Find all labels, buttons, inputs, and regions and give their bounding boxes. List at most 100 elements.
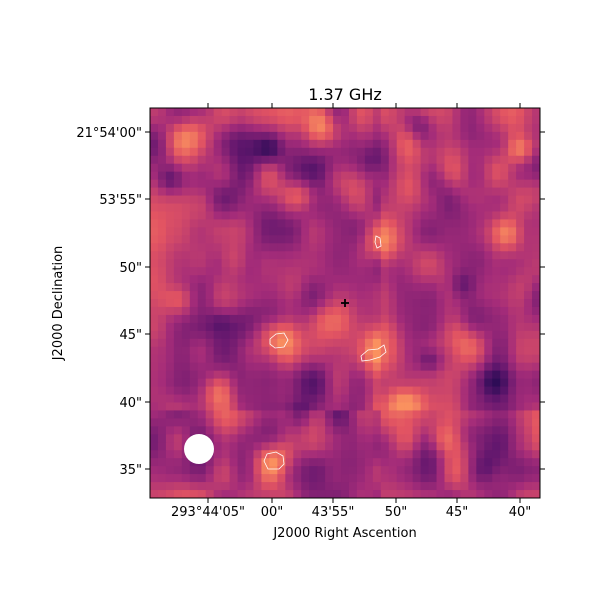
heatmap-cell: [372, 139, 382, 149]
heatmap-cell: [317, 362, 326, 372]
heatmap-cell: [412, 299, 422, 308]
heatmap-cell: [269, 450, 278, 459]
heatmap-cell: [364, 354, 374, 364]
heatmap-cell: [325, 115, 334, 125]
heatmap-cell: [396, 490, 406, 498]
heatmap-cell: [380, 108, 390, 117]
heatmap-cell: [277, 314, 286, 324]
heatmap-cell: [420, 251, 430, 260]
heatmap-cell: [508, 442, 517, 451]
heatmap-cell: [285, 267, 294, 276]
heatmap-cell: [412, 458, 422, 467]
heatmap-cell: [221, 410, 231, 420]
heatmap-cell: [372, 346, 382, 356]
heatmap-cell: [460, 370, 469, 380]
heatmap-cell: [524, 394, 533, 404]
heatmap-cell: [150, 147, 159, 157]
heatmap-cell: [301, 354, 310, 364]
heatmap-cell: [285, 474, 294, 483]
heatmap-cell: [245, 450, 255, 459]
x-tick-label: 45": [446, 505, 469, 520]
heatmap-cell: [317, 203, 326, 213]
heatmap-cell: [261, 243, 270, 252]
heatmap-cell: [444, 450, 454, 459]
heatmap-cell: [420, 147, 430, 157]
heatmap-cell: [388, 211, 398, 221]
heatmap-cell: [468, 219, 477, 228]
heatmap-cell: [150, 203, 159, 213]
heatmap-cell: [364, 275, 374, 284]
heatmap-cell: [444, 314, 454, 324]
heatmap-cell: [293, 330, 302, 340]
heatmap-cell: [484, 243, 493, 252]
heatmap-cell: [516, 322, 525, 332]
heatmap-cell: [516, 394, 525, 404]
heatmap-cell: [341, 283, 350, 292]
heatmap-cell: [333, 330, 342, 340]
heatmap-cell: [309, 402, 318, 412]
heatmap-cell: [317, 306, 326, 316]
heatmap-cell: [181, 211, 191, 221]
heatmap-cell: [524, 474, 533, 483]
heatmap-cell: [524, 211, 533, 221]
heatmap-cell: [269, 394, 278, 404]
heatmap-cell: [388, 275, 398, 284]
heatmap-cell: [165, 195, 175, 205]
heatmap-cell: [452, 338, 462, 348]
heatmap-cell: [237, 171, 247, 181]
heatmap-cell: [237, 123, 247, 133]
heatmap-cell: [205, 338, 215, 348]
heatmap-cell: [364, 338, 374, 348]
heatmap-cell: [452, 108, 462, 117]
heatmap-cell: [277, 306, 286, 316]
heatmap-cell: [468, 370, 477, 380]
heatmap-cell: [181, 378, 191, 388]
heatmap-cell: [452, 386, 462, 396]
heatmap-cell: [452, 394, 462, 404]
heatmap-cell: [484, 163, 493, 173]
heatmap-cell: [396, 299, 406, 308]
heatmap-cell: [436, 243, 446, 252]
heatmap-cell: [253, 490, 263, 498]
heatmap-cell: [173, 442, 183, 451]
heatmap-cell: [396, 450, 406, 459]
heatmap-cell: [436, 386, 446, 396]
heatmap-cell: [213, 402, 223, 412]
heatmap-cell: [356, 322, 366, 332]
heatmap-cell: [309, 354, 318, 364]
heatmap-cell: [460, 378, 469, 388]
heatmap-cell: [157, 346, 167, 356]
heatmap-cell: [404, 243, 414, 252]
heatmap-cell: [253, 131, 263, 141]
heatmap-cell: [317, 354, 326, 364]
heatmap-cell: [301, 370, 310, 380]
heatmap-cell: [476, 243, 485, 252]
heatmap-cell: [301, 394, 310, 404]
heatmap-cell: [150, 179, 159, 189]
x-tick-label: 43'55": [312, 505, 355, 520]
heatmap-cell: [253, 402, 263, 412]
heatmap-cell: [229, 450, 239, 459]
heatmap-cell: [372, 299, 382, 308]
heatmap-cell: [189, 283, 199, 292]
heatmap-cell: [492, 458, 501, 467]
heatmap-cell: [428, 299, 438, 308]
heatmap-cell: [333, 171, 342, 181]
heatmap-cell: [285, 187, 294, 197]
heatmap-cell: [532, 490, 540, 498]
heatmap-cell: [356, 314, 366, 324]
heatmap-cell: [341, 330, 350, 340]
heatmap-cell: [213, 283, 223, 292]
heatmap-cell: [253, 418, 263, 427]
heatmap-cell: [356, 195, 366, 205]
heatmap-cell: [444, 211, 454, 221]
heatmap-cell: [237, 211, 247, 221]
heatmap-cell: [325, 139, 334, 149]
heatmap-cell: [412, 330, 422, 340]
heatmap-cell: [364, 147, 374, 157]
heatmap-cell: [372, 259, 382, 268]
heatmap-cell: [165, 330, 175, 340]
heatmap-cell: [348, 259, 358, 268]
heatmap-cell: [205, 402, 215, 412]
heatmap-cell: [237, 306, 247, 316]
